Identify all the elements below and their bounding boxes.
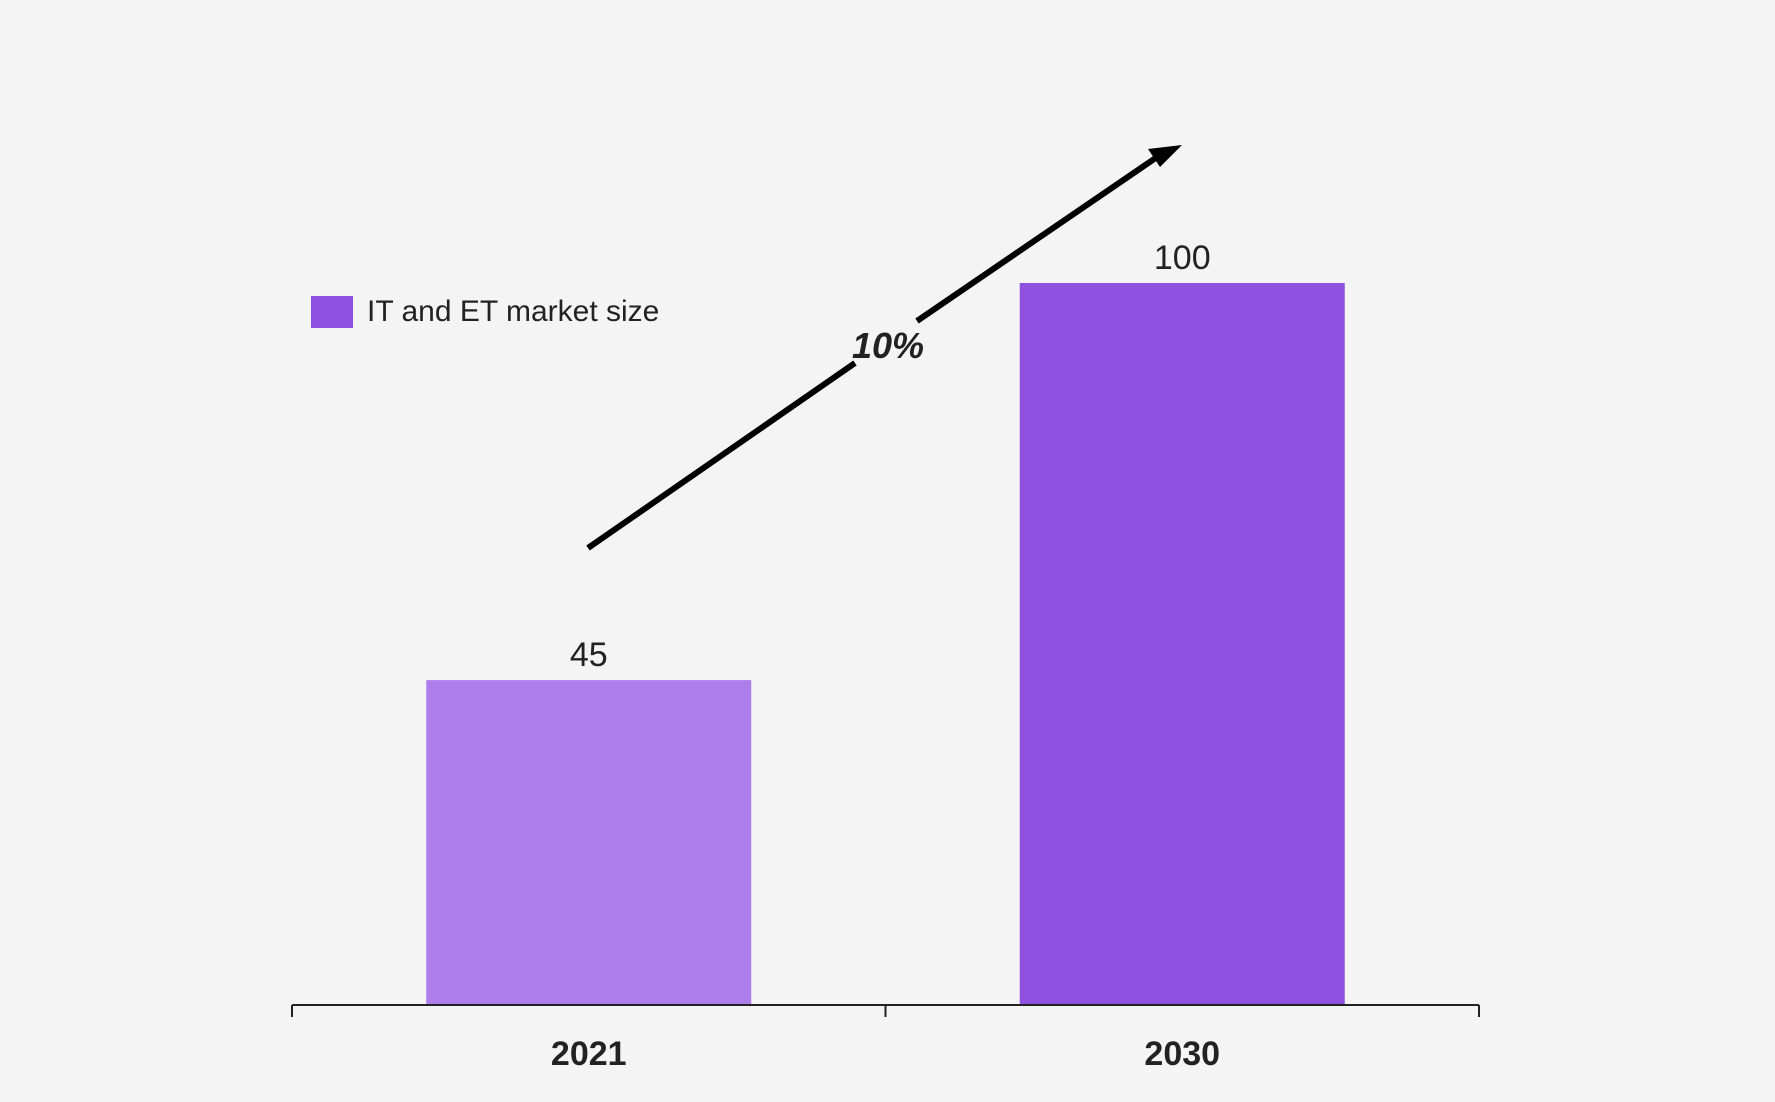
x-axis-ticks: 2021 2030 <box>291 1005 1480 1073</box>
x-tick-label-2030: 2030 <box>1144 1035 1220 1073</box>
legend-label: IT and ET market size <box>367 295 660 328</box>
data-label-2021: 45 <box>570 636 608 674</box>
growth-arrow-head <box>1148 145 1182 167</box>
bar-2030 <box>1019 283 1345 1005</box>
data-label-2030: 100 <box>1154 239 1211 277</box>
bar-2021 <box>426 680 752 1005</box>
growth-arrow-line-lower <box>586 360 857 551</box>
x-tick-label-2021: 2021 <box>551 1035 627 1073</box>
legend-swatch <box>311 296 353 328</box>
growth-annotation: 10% <box>586 145 1182 551</box>
growth-rate-label: 10% <box>852 325 924 366</box>
data-labels-layer: 45 100 <box>570 239 1211 674</box>
growth-arrow-line-upper <box>915 152 1162 324</box>
bars-layer <box>426 283 1345 1005</box>
chart-legend: IT and ET market size <box>311 295 659 329</box>
